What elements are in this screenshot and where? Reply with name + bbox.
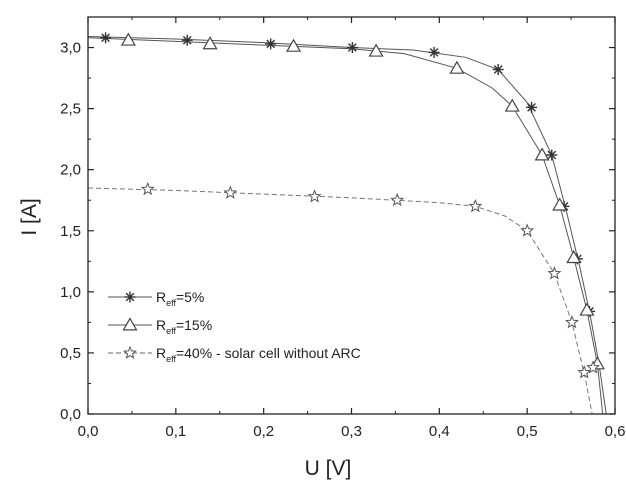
- legend-triangle-icon: [122, 317, 138, 331]
- data-point-2-4-shape: [468, 198, 483, 213]
- data-point-0-2: [265, 38, 277, 50]
- y-tick-label: 2,5: [60, 101, 81, 118]
- data-point-2-0: [140, 181, 155, 196]
- data-point-2-3-shape: [390, 192, 405, 207]
- data-point-0-3-stroke: [347, 43, 357, 52]
- series-line-1: [87, 37, 604, 415]
- data-point-1-7: [552, 197, 568, 211]
- data-point-0-4-stroke: [429, 48, 439, 57]
- data-point-1-1-shape: [202, 36, 218, 50]
- y-tick-label: 1,0: [60, 284, 81, 301]
- data-point-0-7-stroke: [547, 150, 557, 160]
- data-point-2-7: [564, 315, 579, 329]
- data-point-1-6: [534, 147, 550, 161]
- data-point-1-4-shape: [449, 60, 465, 74]
- data-point-1-6-shape: [534, 147, 550, 161]
- legend-asterisk-icon-stroke: [125, 292, 135, 302]
- series-markers: [100, 32, 605, 379]
- data-point-0-5-stroke: [493, 65, 503, 74]
- data-point-1-8-shape: [566, 249, 582, 264]
- y-tick-label: 3,0: [60, 40, 81, 57]
- x-axis-title: U [V]: [305, 457, 352, 480]
- data-point-0-2-stroke: [266, 39, 276, 49]
- data-point-0-1: [181, 34, 193, 46]
- x-tick-label: 0,6: [605, 423, 626, 440]
- data-point-2-2-shape: [307, 189, 322, 203]
- y-tick-label: 1,5: [60, 223, 81, 240]
- y-axis-title: I [A]: [18, 198, 41, 235]
- data-point-1-2: [285, 38, 302, 52]
- data-point-1-4: [449, 60, 465, 74]
- y-tick-label: 0,5: [60, 345, 81, 362]
- data-point-0-7: [546, 149, 558, 161]
- legend-marker-star-icon: [122, 345, 138, 359]
- legend-item-2: Reff=40% - solar cell without ARC: [108, 345, 361, 364]
- data-point-1-5-shape: [504, 98, 520, 112]
- legend-asterisk-icon: [124, 291, 136, 303]
- data-point-1-2-shape: [285, 38, 302, 52]
- legend-item-0: Reff=5%: [108, 289, 204, 308]
- data-point-2-8-shape: [577, 365, 592, 379]
- data-point-1-1: [202, 36, 218, 50]
- y-tick-label: 2,0: [60, 162, 81, 179]
- data-point-1-9: [579, 302, 595, 316]
- data-point-0-6: [526, 101, 538, 113]
- data-point-0-0: [100, 32, 112, 44]
- data-point-0-6-stroke: [527, 103, 536, 112]
- legend-marker-asterisk-icon: [124, 291, 136, 303]
- x-tick-label: 0,4: [429, 423, 450, 440]
- legend-triangle-icon-shape: [122, 317, 138, 331]
- data-point-2-4: [468, 198, 483, 213]
- legend-label-2: Reff=40% - solar cell without ARC: [156, 345, 361, 364]
- data-point-0-4: [428, 46, 440, 58]
- data-point-1-8: [566, 249, 582, 264]
- x-tick-label: 0,0: [78, 423, 99, 440]
- data-point-2-5: [520, 223, 535, 237]
- data-point-1-0-shape: [120, 32, 136, 46]
- data-point-2-8: [577, 365, 592, 379]
- data-point-2-5-shape: [520, 223, 535, 237]
- x-tick-label: 0,5: [517, 423, 538, 440]
- legend-star-icon: [122, 345, 138, 359]
- data-point-0-1-stroke: [182, 35, 192, 45]
- legend-label-0: Reff=5%: [156, 289, 204, 308]
- series-line-2: [87, 187, 593, 415]
- data-point-2-2: [307, 189, 322, 203]
- x-tick-label: 0,2: [253, 423, 274, 440]
- data-point-0-5: [492, 64, 504, 76]
- data-point-1-7-shape: [552, 197, 568, 211]
- legend: Reff=5% Reff=15% Reff=40% - solar cell w…: [108, 289, 361, 364]
- data-point-2-9-shape: [586, 360, 601, 374]
- data-point-0-0-stroke: [101, 33, 110, 43]
- legend-marker-triangle-icon: [122, 317, 138, 331]
- data-point-2-1-shape: [223, 185, 238, 199]
- data-point-1-9-shape: [579, 302, 595, 316]
- data-point-2-3: [390, 192, 405, 207]
- data-point-0-3: [346, 42, 358, 54]
- data-point-2-9: [586, 360, 601, 374]
- data-point-1-5: [504, 98, 520, 112]
- x-tick-label: 0,1: [165, 423, 186, 440]
- legend-star-icon-shape: [122, 345, 138, 359]
- data-point-2-6-shape: [547, 266, 562, 280]
- axes: 0,0 0,1 0,2 0,3 0,4 0,5 0,6 0,0 0,5 1,0 1,5 2,0 2,5 3…: [60, 16, 626, 440]
- data-point-1-3-shape: [368, 43, 384, 57]
- data-point-2-0-shape: [140, 181, 155, 196]
- data-point-1-3: [368, 43, 384, 57]
- y-tick-label: 0,0: [60, 406, 81, 423]
- legend-item-1: Reff=15%: [108, 317, 212, 336]
- data-point-2-1: [223, 185, 238, 199]
- data-point-2-7-shape: [564, 315, 579, 329]
- data-point-1-0: [120, 32, 136, 46]
- x-tick-label: 0,3: [341, 423, 362, 440]
- legend-label-1: Reff=15%: [156, 317, 212, 336]
- data-point-2-6: [547, 266, 562, 280]
